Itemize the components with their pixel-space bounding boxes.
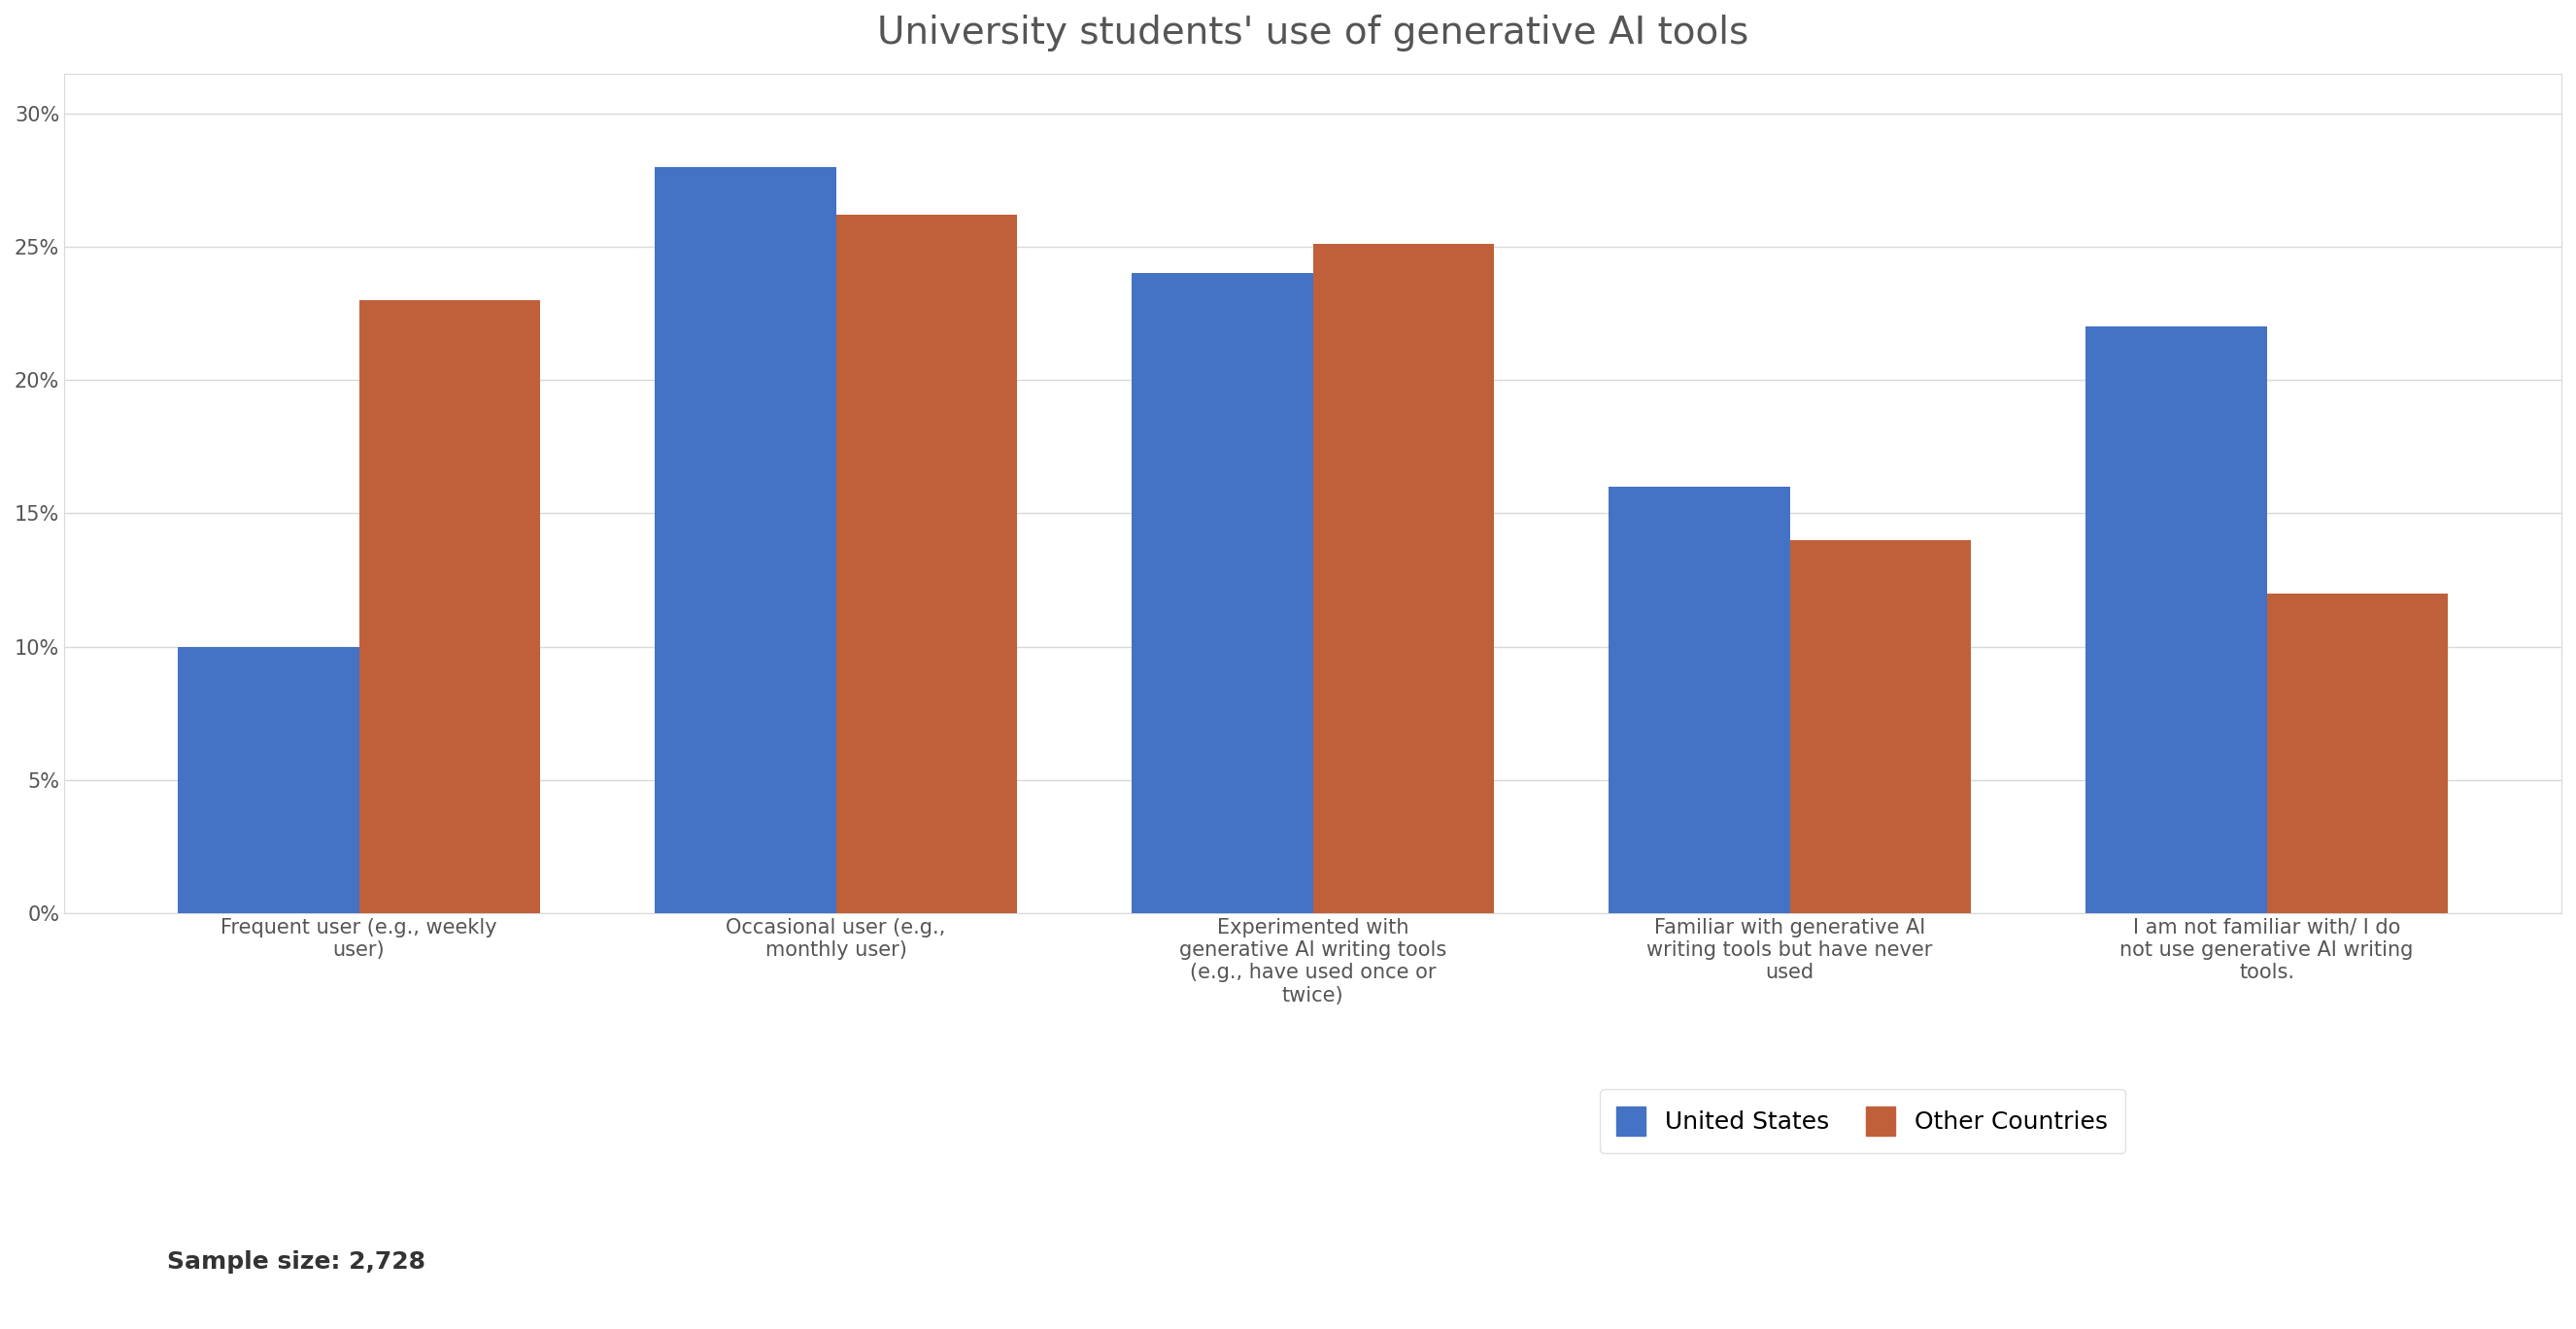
Bar	[1790, 540, 1971, 913]
Bar	[178, 647, 358, 913]
Bar	[1131, 274, 1314, 913]
Title: University students' use of generative AI tools: University students' use of generative A…	[876, 15, 1749, 52]
Bar	[2267, 593, 2447, 913]
Bar	[1314, 245, 1494, 913]
Text: Sample size: 2,728: Sample size: 2,728	[167, 1251, 425, 1275]
Legend: United States, Other Countries: United States, Other Countries	[1600, 1090, 2125, 1154]
Bar	[835, 215, 1018, 913]
Bar	[654, 166, 835, 913]
Bar	[358, 300, 541, 913]
Bar	[1607, 486, 1790, 913]
Bar	[2087, 327, 2267, 913]
